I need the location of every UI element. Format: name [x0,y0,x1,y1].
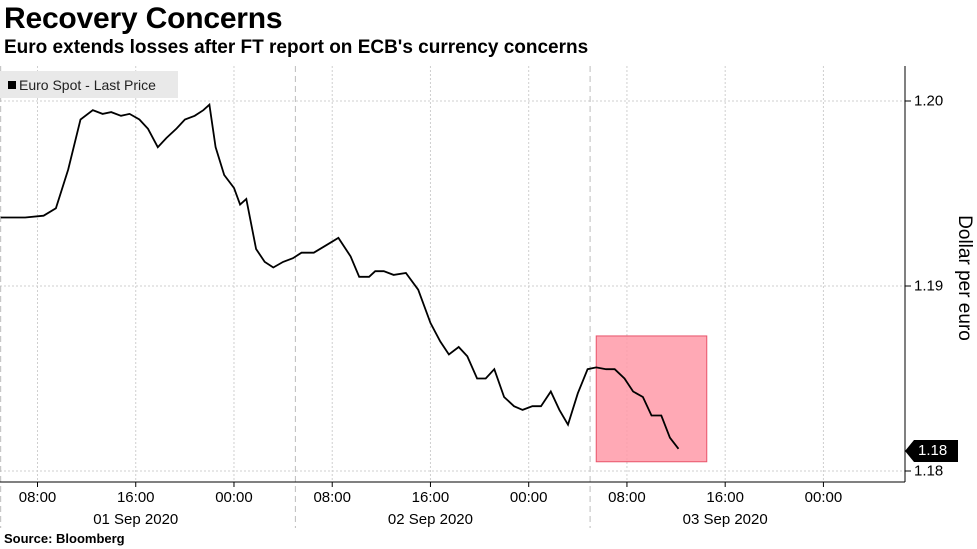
x-tick-label: 16:00 [116,489,155,506]
highlight-region [595,335,708,463]
x-date-label: 02 Sep 2020 [387,511,473,528]
legend-swatch [8,80,16,89]
source-note: Source: Bloomberg [4,531,125,546]
x-tick-label: 00:00 [215,489,253,506]
x-tick-label: 08:00 [313,489,351,506]
chart-title: Recovery Concerns [4,2,283,35]
grid-lines [0,66,905,482]
x-tick-label: 08:00 [608,489,646,506]
y-tick-label: 1.18 [914,462,944,480]
axis-ticks [37,100,911,487]
x-tick-label: 00:00 [804,489,843,506]
price-series-line [0,102,680,450]
x-tick-label: 00:00 [509,489,548,506]
chart-subtitle: Euro extends losses after FT report on E… [4,37,589,58]
y-tick-label: 1.20 [914,92,944,110]
x-tick-label: 16:00 [706,489,744,506]
last-price-pointer [905,440,914,462]
x-tick-label: 16:00 [411,489,450,506]
session-separators [0,66,591,528]
y-tick-label: 1.19 [914,277,944,295]
last-price-badge: 1.18 [914,440,958,462]
legend: Euro Spot - Last Price [0,71,178,98]
y-axis-label: Dollar per euro [954,215,975,341]
x-date-label: 03 Sep 2020 [682,511,768,528]
legend-label: Euro Spot - Last Price [19,76,156,93]
x-tick-label: 08:00 [18,489,57,506]
x-date-label: 01 Sep 2020 [93,511,179,528]
